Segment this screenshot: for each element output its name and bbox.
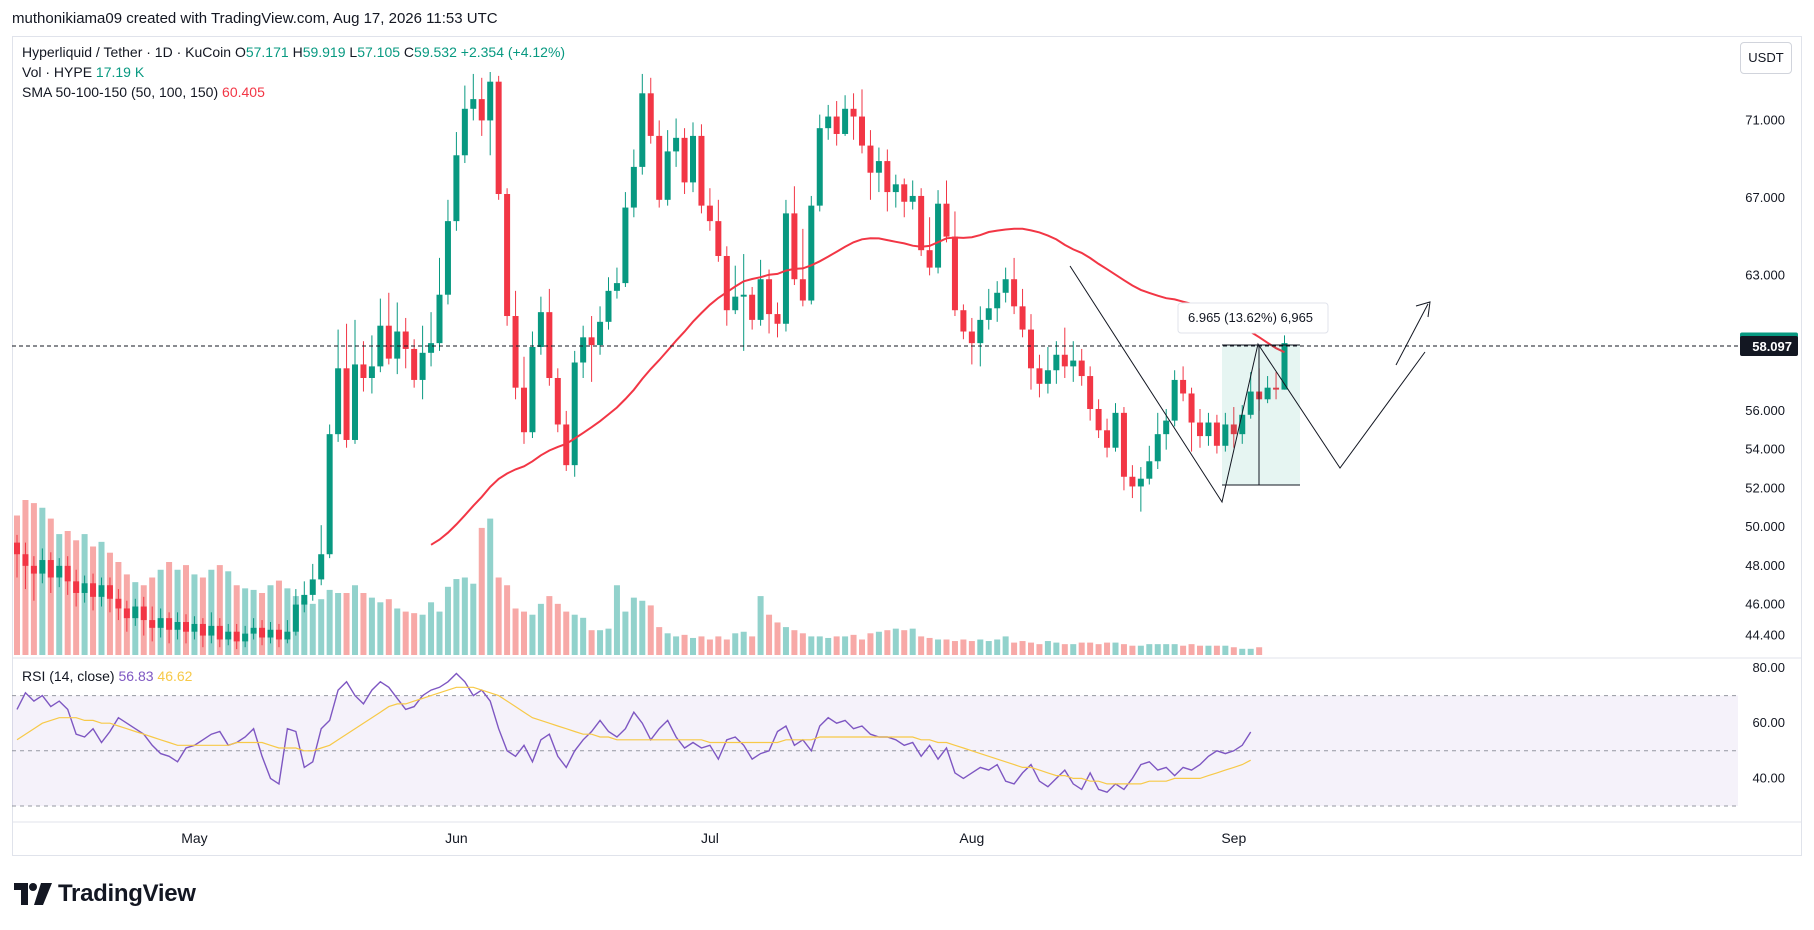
high-label: H: [292, 44, 303, 60]
high-value: 59.919: [302, 44, 346, 60]
volume-value: 17.19 K: [95, 64, 145, 80]
tradingview-logo-icon: [14, 883, 52, 905]
sma-legend: SMA 50-100-150 (50, 100, 150) 60.405: [22, 82, 265, 102]
close-label: C: [403, 44, 415, 60]
brand-name: TradingView: [58, 880, 196, 907]
open-label: O: [234, 44, 246, 60]
sma-label[interactable]: SMA 50-100-150 (50, 100, 150): [22, 84, 219, 100]
volume-legend: Vol · HYPE 17.19 K: [22, 62, 144, 82]
rsi-ma-value: 46.62: [157, 668, 193, 684]
tradingview-brand[interactable]: TradingView: [14, 880, 196, 908]
chart-frame: [12, 36, 1802, 856]
close-value: 59.532: [414, 44, 457, 60]
rsi-legend: RSI (14, close) 56.83 46.62: [22, 666, 192, 686]
currency-button[interactable]: USDT: [1740, 42, 1792, 74]
low-value: 57.105: [357, 44, 401, 60]
change-value: +2.354 (+4.12%): [460, 44, 566, 60]
volume-label[interactable]: Vol · HYPE: [22, 64, 93, 80]
rsi-value: 56.83: [118, 668, 154, 684]
rsi-label[interactable]: RSI (14, close): [22, 668, 115, 684]
open-value: 57.171: [245, 44, 289, 60]
sma-value: 60.405: [222, 84, 265, 100]
publisher-line: muthonikiama09 created with TradingView.…: [12, 10, 498, 27]
low-label: L: [349, 44, 358, 60]
symbol-legend: Hyperliquid / Tether · 1D · KuCoin O57.1…: [22, 42, 565, 62]
symbol-title[interactable]: Hyperliquid / Tether · 1D · KuCoin: [22, 44, 232, 60]
